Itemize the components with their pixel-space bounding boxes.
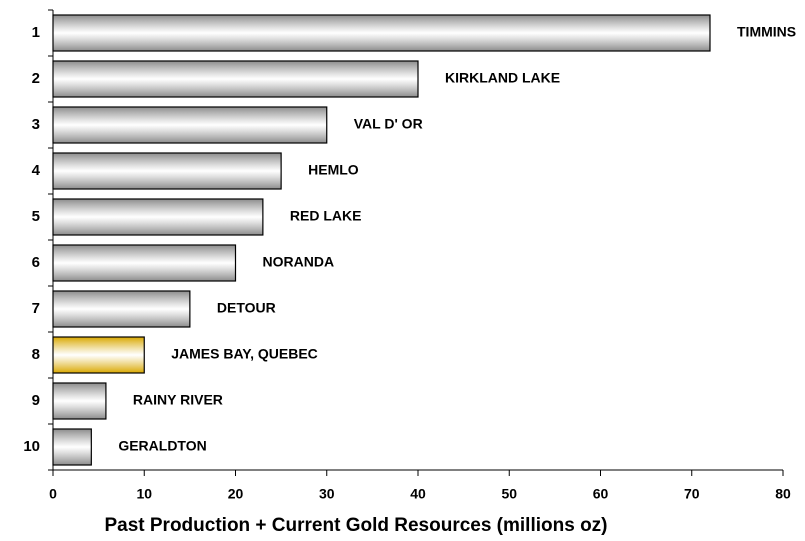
x-tick-label: 40 bbox=[410, 486, 426, 502]
y-tick-label: 4 bbox=[32, 162, 41, 179]
bar bbox=[52, 290, 191, 328]
bar bbox=[52, 152, 282, 190]
x-tick-label: 70 bbox=[684, 486, 700, 502]
bar-label: KIRKLAND LAKE bbox=[445, 70, 560, 86]
y-tick-label: 1 bbox=[32, 24, 40, 41]
bar-label: TIMMINS bbox=[737, 24, 796, 40]
bar bbox=[52, 60, 419, 98]
y-tick-label: 2 bbox=[32, 70, 40, 87]
x-tick-label: 20 bbox=[228, 486, 244, 502]
bar-label: RED LAKE bbox=[290, 208, 362, 224]
bar-label: RAINY RIVER bbox=[133, 392, 223, 408]
bar-label: NORANDA bbox=[263, 254, 335, 270]
x-tick-label: 60 bbox=[593, 486, 609, 502]
x-tick-label: 0 bbox=[49, 486, 57, 502]
bar-label: DETOUR bbox=[217, 300, 276, 316]
x-tick-label: 30 bbox=[319, 486, 335, 502]
bar bbox=[52, 14, 711, 52]
bar bbox=[52, 244, 237, 282]
bar bbox=[52, 198, 264, 236]
y-tick-label: 5 bbox=[32, 208, 40, 225]
x-tick-label: 10 bbox=[136, 486, 152, 502]
bar bbox=[52, 382, 107, 420]
bar bbox=[52, 428, 92, 466]
bar bbox=[52, 106, 328, 144]
x-axis-title: Past Production + Current Gold Resources… bbox=[104, 515, 607, 536]
y-tick-label: 7 bbox=[32, 300, 40, 317]
x-tick-label: 80 bbox=[775, 486, 791, 502]
x-tick-label: 50 bbox=[501, 486, 517, 502]
y-tick-label: 8 bbox=[32, 346, 40, 363]
bar-label: GERALDTON bbox=[118, 438, 206, 454]
y-tick-label: 9 bbox=[32, 392, 40, 409]
bar bbox=[52, 336, 145, 374]
bar-label: VAL D' OR bbox=[354, 116, 423, 132]
bar-label: JAMES BAY, QUEBEC bbox=[171, 346, 318, 362]
y-tick-label: 3 bbox=[32, 116, 40, 133]
bar-label: HEMLO bbox=[308, 162, 359, 178]
y-tick-label: 10 bbox=[23, 438, 40, 455]
y-tick-label: 6 bbox=[32, 254, 40, 271]
